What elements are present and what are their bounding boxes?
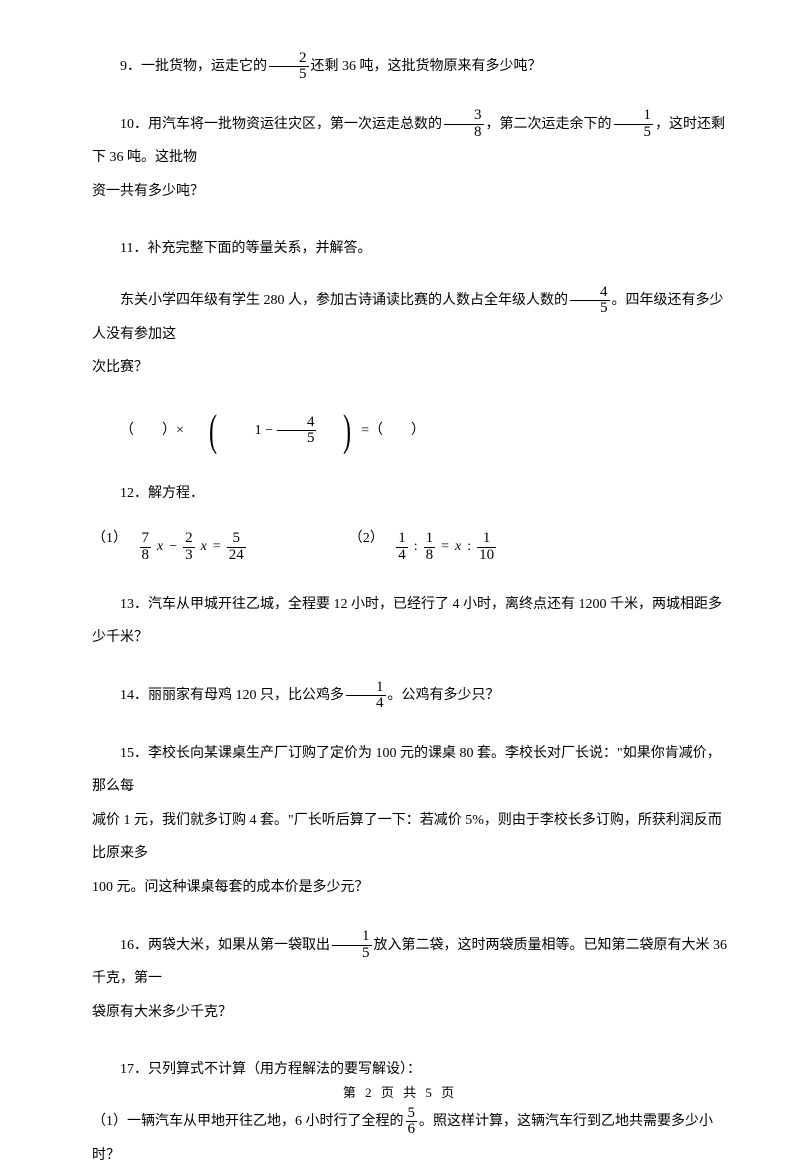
fraction: 15 (614, 108, 654, 141)
q-number: 11 (120, 241, 133, 256)
question-10: 10．用汽车将一批物资运往灾区，第一次运走总数的38，第二次运走余下的15，这时… (92, 108, 730, 209)
fraction: 15 (332, 929, 372, 962)
fraction: 14 (346, 680, 386, 713)
equation-1: （1） 78x−23x=524 (92, 528, 249, 564)
q-number: 9 (120, 59, 127, 74)
fraction: 25 (269, 51, 309, 84)
question-11: 11．补充完整下面的等量关系，并解答。 东关小学四年级有学生 280 人，参加古… (92, 232, 730, 452)
page-footer: 第 2 页 共 5 页 (0, 1083, 800, 1104)
question-14: 14．丽丽家有母鸡 120 只，比公鸡多14。公鸡有多少只？ (92, 679, 730, 713)
question-13: 13．汽车从甲城开往乙城，全程要 12 小时，已经行了 4 小时，离终点还有 1… (92, 588, 730, 655)
question-16: 16．两袋大米，如果从第一袋取出15放入第二袋，这时两袋质量相等。已知第二袋原有… (92, 929, 730, 1030)
fraction: 45 (570, 285, 610, 318)
question-17: 17．只列算式不计算（用方程解法的要写解设）： （1）一辆汽车从甲地开往乙地，6… (92, 1053, 730, 1172)
fraction: 38 (444, 108, 484, 141)
question-12: 12．解方程． （1） 78x−23x=524 （2） 14:18=x:110 (92, 477, 730, 564)
question-15: 15．李校长向某课桌生产厂订购了定价为 100 元的课桌 80 套。李校长对厂长… (92, 737, 730, 905)
equation-2: （2） 14:18=x:110 (349, 528, 499, 564)
q-number: 15 (120, 746, 134, 761)
bracket-expression: (1 −45) (184, 409, 361, 453)
q-number: 16 (120, 938, 134, 953)
q-number: 14 (120, 688, 134, 703)
q-number: 10 (120, 117, 134, 132)
fraction: 56 (406, 1106, 418, 1139)
q-number: 12 (120, 486, 134, 501)
q-number: 17 (120, 1062, 134, 1077)
q-number: 13 (120, 597, 134, 612)
question-9: 9．一批货物，运走它的25还剩 36 吨，这批货物原来有多少吨？ (92, 50, 730, 84)
